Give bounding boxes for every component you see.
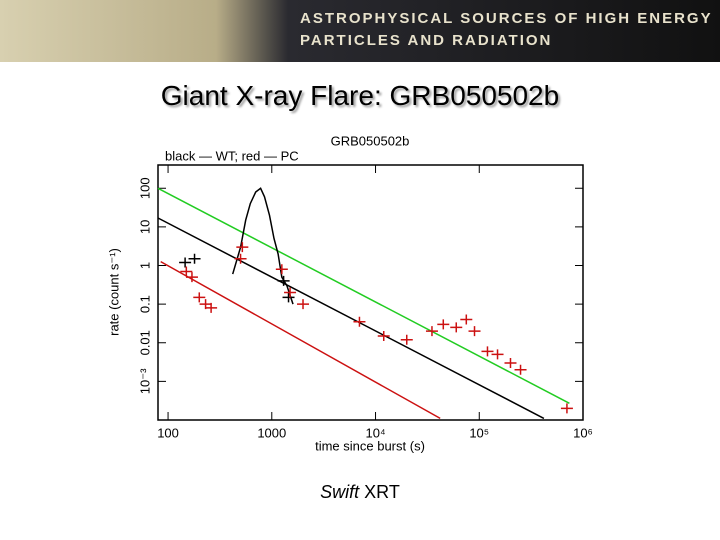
y-tick-label: 10 <box>137 220 152 234</box>
banner-line: PARTICLES AND RADIATION <box>300 32 553 49</box>
line <box>160 260 441 420</box>
data-point <box>450 322 463 333</box>
plot-frame <box>157 164 584 421</box>
data-point <box>282 292 295 303</box>
line <box>231 187 294 305</box>
y-tick-label: 10⁻³ <box>137 368 152 394</box>
y-tick-label: 0.1 <box>137 295 152 313</box>
data-point <box>437 319 450 330</box>
data-point <box>377 330 390 341</box>
data-point <box>514 364 527 375</box>
caption-text: XRT <box>364 482 400 502</box>
data-point <box>234 253 247 264</box>
banner-line: ASTROPHYSICAL SOURCES OF HIGH ENERGY <box>300 10 713 27</box>
data-point <box>193 292 206 303</box>
y-tick-label: 1 <box>137 262 152 269</box>
y-tick-label: 100 <box>137 177 152 199</box>
data-point <box>275 264 288 275</box>
chart-subtitle: black — WT; red — PC <box>165 148 299 163</box>
x-axis-label: time since burst (s) <box>315 438 425 453</box>
data-point <box>400 334 413 345</box>
data-point <box>504 357 517 368</box>
line <box>157 187 570 404</box>
chart-title: GRB050502b <box>331 133 410 148</box>
line <box>157 217 545 420</box>
data-point <box>481 346 494 357</box>
data-point <box>236 242 249 253</box>
x-tick-label: 10⁵ <box>469 425 489 440</box>
data-point <box>353 316 366 327</box>
x-tick-label: 10⁶ <box>573 425 593 440</box>
data-point <box>460 314 473 325</box>
data-point <box>297 299 310 310</box>
x-tick-label: 1000 <box>257 425 286 440</box>
y-axis-label: rate (count s⁻¹) <box>106 248 121 336</box>
banner: ASTROPHYSICAL SOURCES OF HIGH ENERGY PAR… <box>0 0 720 62</box>
data-point <box>560 403 573 414</box>
data-point <box>179 257 192 268</box>
data-point <box>284 287 297 298</box>
data-point <box>491 349 504 360</box>
caption-italic: Swift <box>320 482 360 502</box>
slide-title: Giant X-ray Flare: GRB050502b <box>160 80 560 111</box>
x-tick-label: 10⁴ <box>366 425 386 440</box>
caption: Swift XRT <box>0 482 720 503</box>
data-point <box>468 326 481 337</box>
data-point <box>277 275 290 286</box>
data-point <box>180 266 193 277</box>
data-point <box>188 253 201 264</box>
data-point <box>205 302 218 313</box>
data-point <box>425 326 438 337</box>
x-tick-label: 100 <box>157 425 179 440</box>
data-point <box>185 272 198 283</box>
y-tick-label: 0.01 <box>137 330 152 355</box>
